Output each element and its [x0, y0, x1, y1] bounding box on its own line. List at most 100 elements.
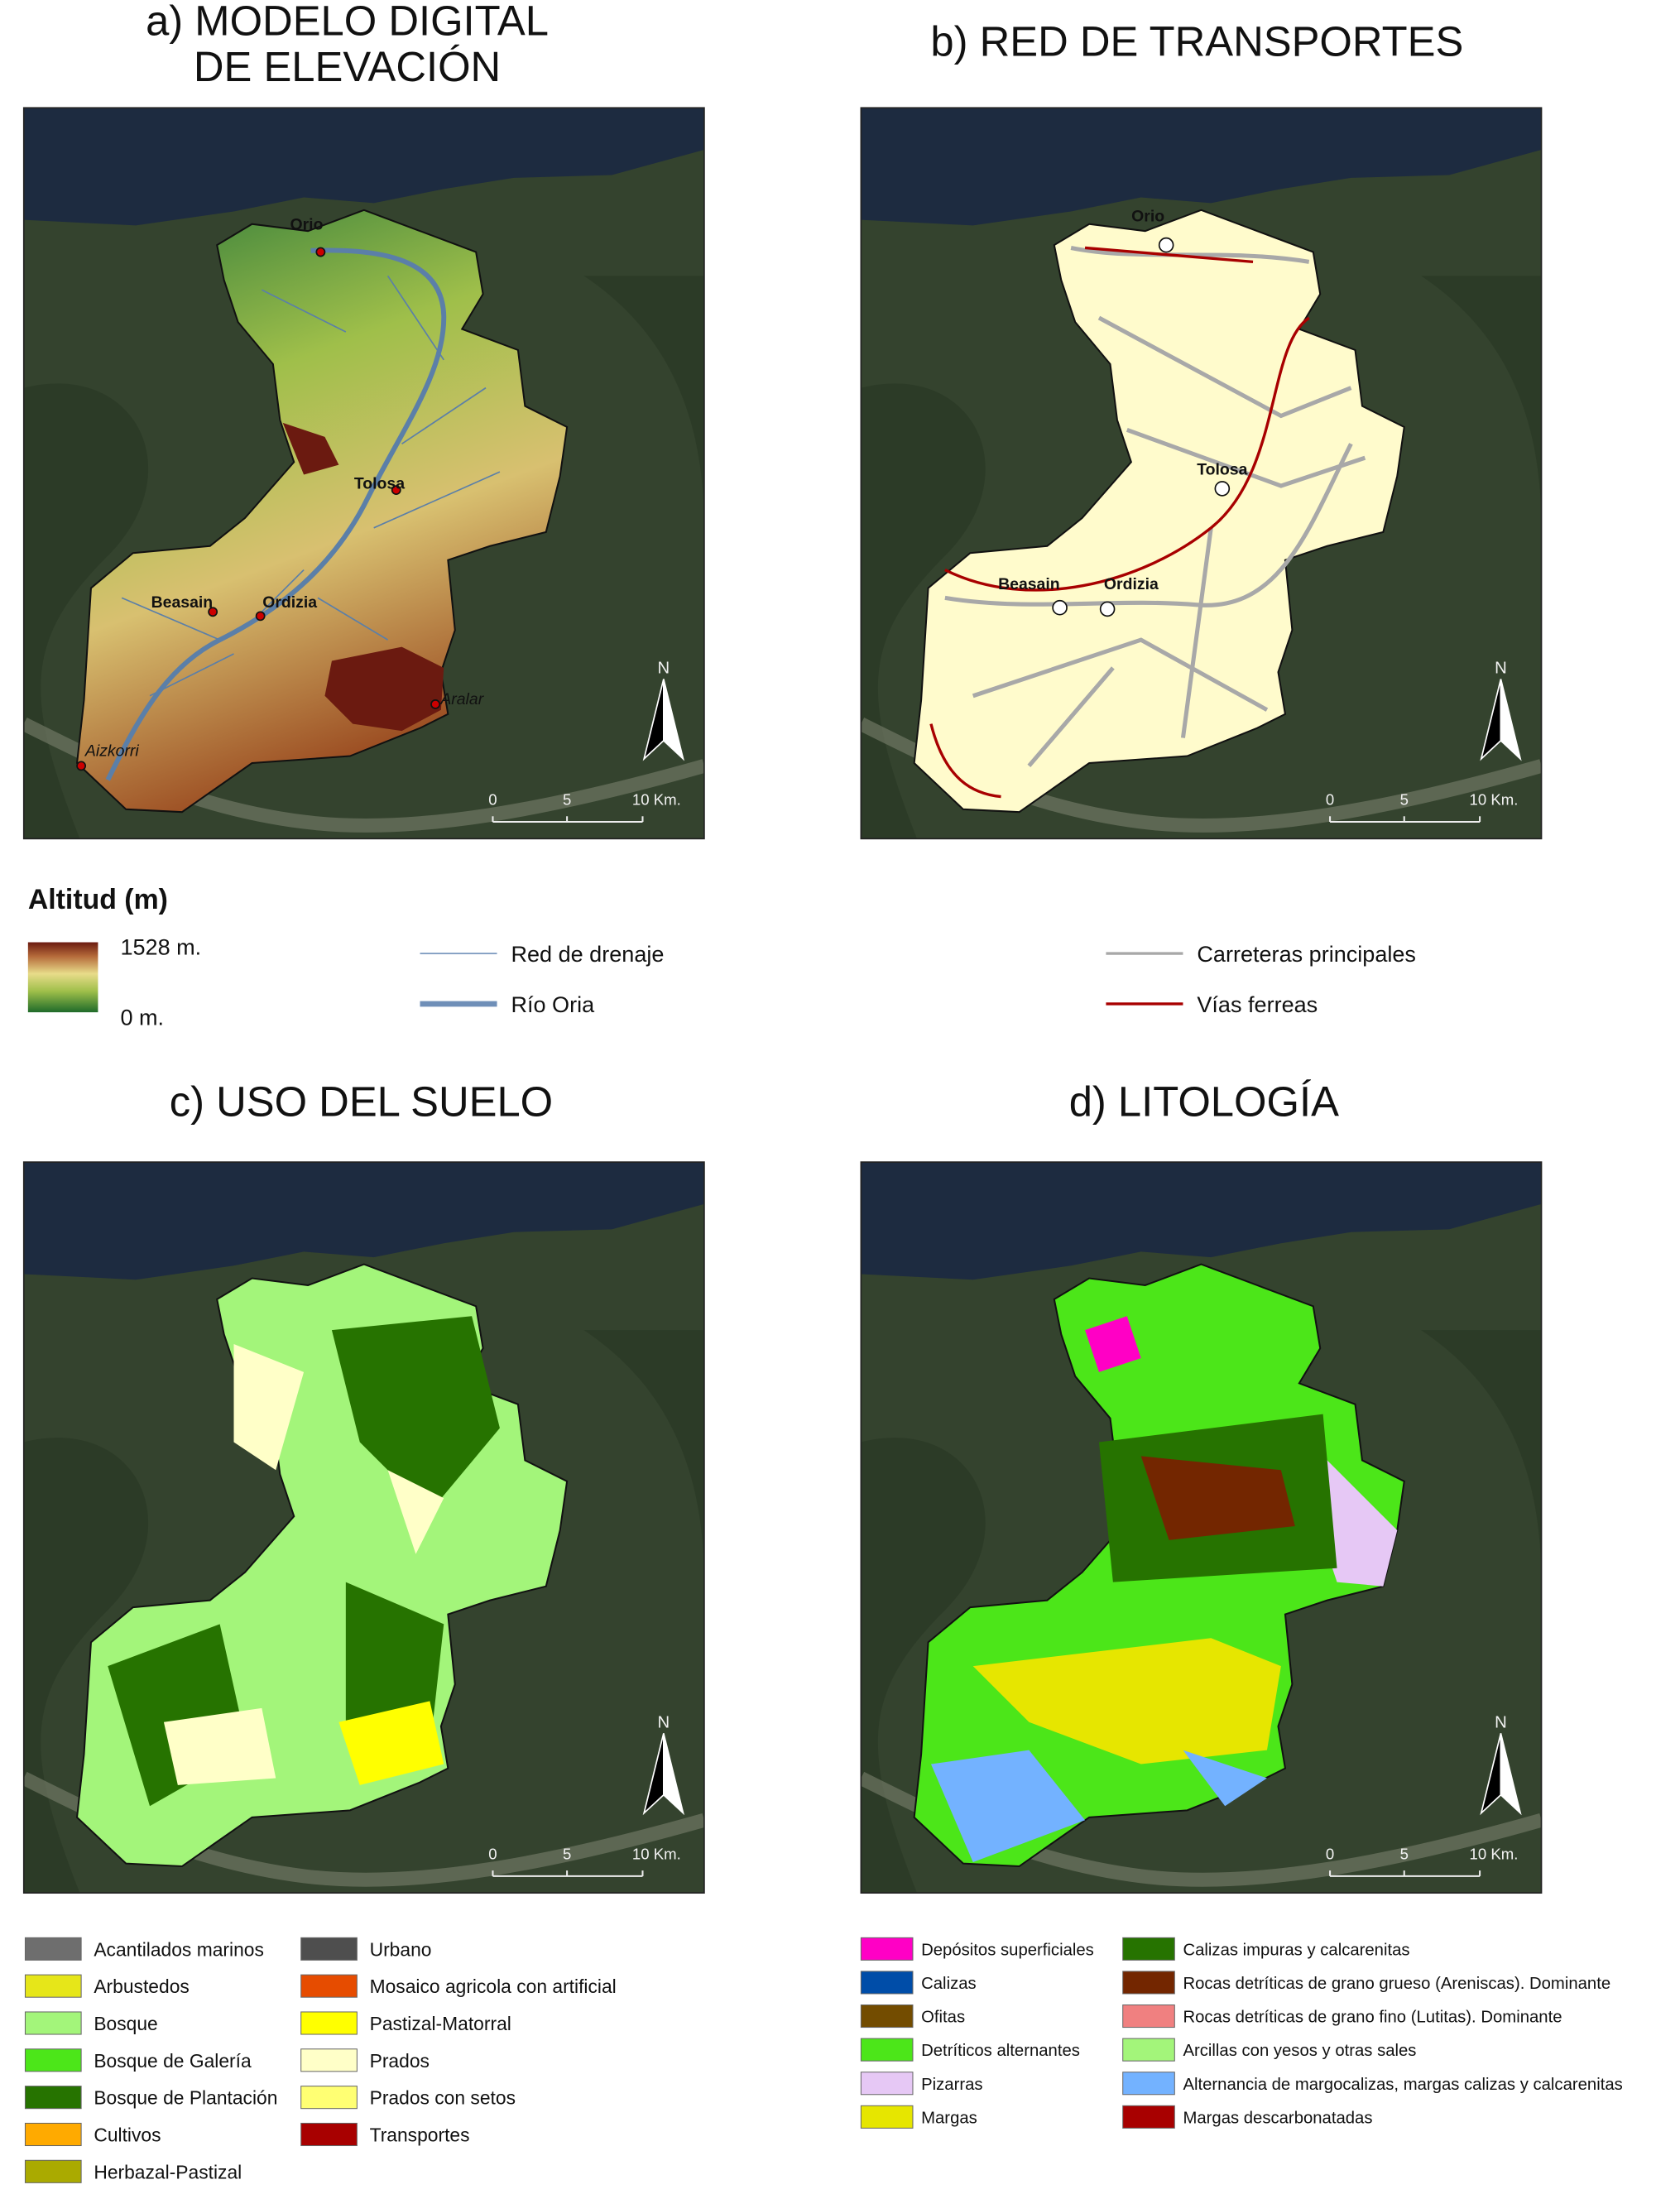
legend-title: Altitud (m) [28, 884, 168, 915]
legend-label: Urbano [370, 1938, 432, 1960]
legend-swatch [1122, 2072, 1175, 2096]
place-label: Ordizia [1104, 575, 1159, 593]
legend-label: Río Oria [511, 992, 595, 1017]
legend-label: Herbazal-Pastizal [94, 2161, 242, 2182]
place-marker [1214, 481, 1231, 497]
legend-swatch [300, 1974, 358, 1998]
map-panel: 0 5 10 Km. N [860, 1161, 1543, 1894]
north-label: N [658, 1714, 670, 1732]
place-marker [1099, 601, 1116, 617]
legend-swatch [860, 2105, 914, 2129]
panel-title: d) LITOLOGÍA [1069, 1078, 1339, 1125]
map-frame [861, 1162, 1542, 1894]
north-arrow [663, 679, 685, 761]
elevation-ramp [27, 942, 98, 1013]
legend-swatch [24, 1974, 82, 1998]
legend-label: Bosque de Plantación [94, 2087, 277, 2109]
place-label: Ordizia [262, 593, 317, 612]
map-panel: 0 5 10 Km. N [860, 107, 1543, 840]
legend-swatch [300, 2011, 358, 2035]
legend-swatch [300, 2086, 358, 2110]
map-frame [23, 108, 704, 839]
scale-label: 10 Km. [632, 791, 681, 809]
place-label: Aizkorri [84, 742, 139, 761]
legend-label: Prados con setos [370, 2087, 516, 2109]
scale-label: 0 [1326, 1846, 1334, 1863]
land-use-patches [108, 1316, 500, 1807]
legend-label: Prados [370, 2050, 430, 2072]
legend-label: Bosque de Galería [94, 2050, 252, 2072]
legend-label: Rocas detríticas de grano fino (Lutitas)… [1183, 2009, 1562, 2027]
legend-label: Mosaico agricola con artificial [370, 1976, 617, 1997]
legend-swatch [300, 1937, 358, 1961]
lithology-patches [1140, 1456, 1295, 1540]
legend-label: Pastizal-Matorral [370, 2013, 511, 2034]
legend-label: Bosque [94, 2013, 157, 2034]
panel-title: DE ELEVACIÓN [194, 43, 501, 90]
legend-label: Margas descarbonatadas [1183, 2109, 1372, 2127]
place-dot [315, 247, 326, 257]
legend-swatch [300, 2122, 358, 2147]
scale-label: 5 [563, 791, 571, 809]
north-label: N [1495, 1714, 1507, 1732]
map-panel: 0 5 10 Km. N [22, 107, 705, 840]
legend-label: Detríticos alternantes [921, 2042, 1080, 2060]
map-border [860, 107, 1543, 840]
legend-swatch [24, 2159, 82, 2183]
legend-label: 1528 m. [120, 935, 201, 960]
place-label: Aralar [439, 690, 484, 708]
scale-label: 0 [488, 1846, 497, 1863]
sea [23, 1162, 704, 1280]
place-dot [76, 761, 87, 771]
scale-label: 10 Km. [1470, 791, 1519, 809]
legend-label: Vías ferreas [1197, 992, 1318, 1017]
railway [929, 246, 1310, 799]
place-label: Orio [290, 215, 323, 233]
place-label: Orio [1131, 207, 1164, 225]
map-frame [23, 1162, 704, 1894]
place-dot [255, 611, 266, 622]
legend-label: Calizas [921, 1975, 977, 1993]
lithology-patches [972, 1638, 1281, 1764]
legend-swatch [24, 2048, 82, 2072]
legend-swatch [24, 2086, 82, 2110]
legend-swatch [860, 2004, 914, 2029]
place-dot [430, 699, 441, 709]
place-label: Beasain [151, 593, 214, 612]
north-arrow [1500, 679, 1522, 761]
legend-swatch [860, 2072, 914, 2096]
legend-swatch [860, 1971, 914, 1995]
legend-label: Arcillas con yesos y otras sales [1183, 2042, 1416, 2060]
land-use-patches [163, 1344, 444, 1785]
legend-label: Margas [921, 2109, 977, 2127]
scale-label: 10 Km. [632, 1846, 681, 1863]
legend-label: Alternancia de margocalizas, margas cali… [1183, 2076, 1622, 2094]
map-panel: 0 5 10 Km. N [22, 1161, 705, 1894]
legend-swatch [1122, 2004, 1175, 2029]
place-label: Tolosa [1197, 461, 1247, 479]
map-border [22, 107, 705, 840]
legend-label: Ofitas [921, 2009, 965, 2027]
sea [861, 108, 1542, 226]
panel-title: b) RED DE TRANSPORTES [930, 18, 1463, 65]
legend-label: Carreteras principales [1197, 942, 1416, 967]
legend-swatch [1122, 1937, 1175, 1961]
legend-label: Rocas detríticas de grano grueso (Arenis… [1183, 1975, 1610, 1993]
north-label: N [658, 660, 670, 678]
legend-label: Red de drenaje [511, 942, 664, 967]
north-label: N [1495, 660, 1507, 678]
legend-label: Calizas impuras y calcarenitas [1183, 1941, 1409, 1959]
lithology-patches [930, 1750, 1267, 1862]
legend-swatch [24, 2011, 82, 2035]
legend-swatch [1122, 2105, 1175, 2129]
drainage [121, 275, 501, 697]
legend-label: Pizarras [921, 2076, 982, 2094]
legend-swatch [24, 1937, 82, 1961]
panel-title: c) USO DEL SUELO [170, 1078, 553, 1125]
place-dot [208, 607, 218, 617]
scale-label: 5 [1400, 1846, 1409, 1863]
legend-swatch [300, 2048, 358, 2072]
legend-label: Depósitos superficiales [921, 1941, 1094, 1959]
